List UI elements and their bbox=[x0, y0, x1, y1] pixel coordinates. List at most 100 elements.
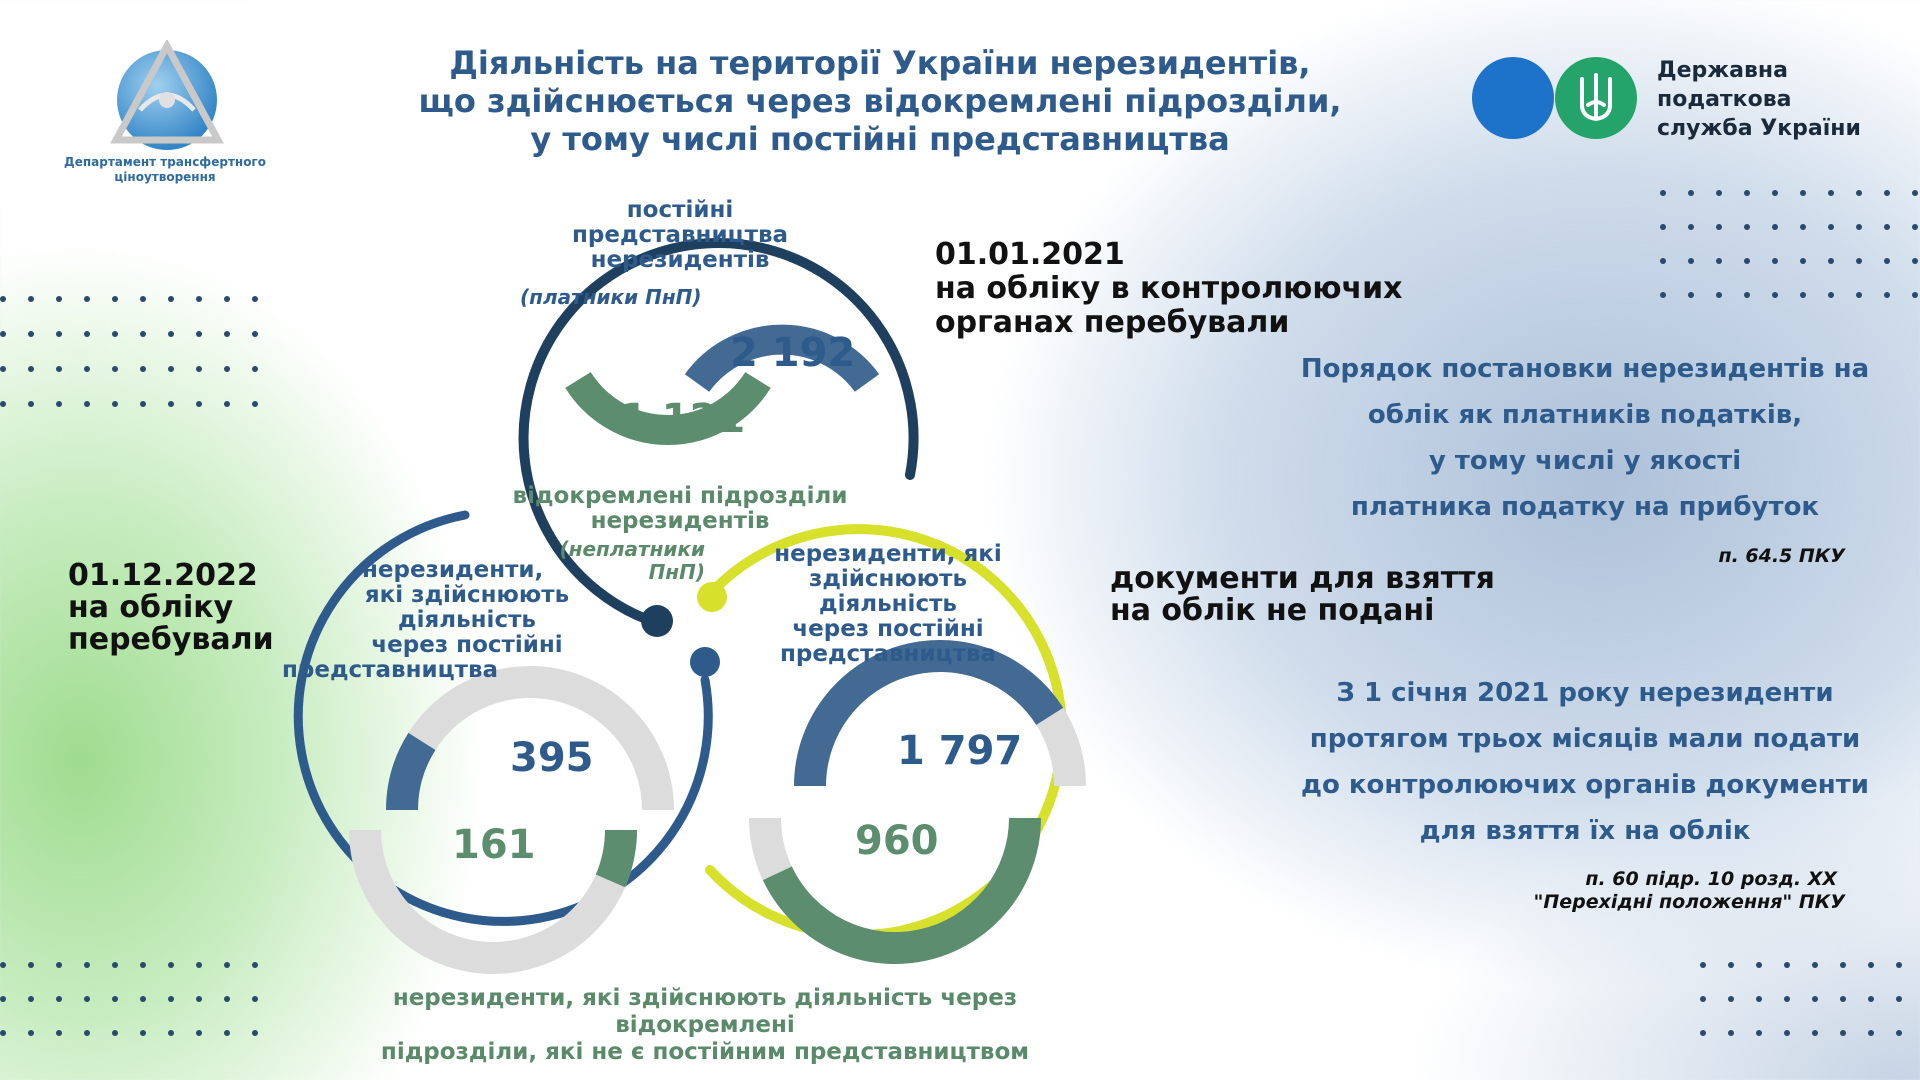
dot bbox=[1700, 962, 1706, 968]
dot bbox=[1884, 190, 1890, 196]
dot bbox=[1856, 224, 1862, 230]
dot bbox=[1896, 962, 1902, 968]
dot bbox=[1912, 292, 1918, 298]
dot bbox=[56, 331, 62, 337]
dot bbox=[1756, 1030, 1762, 1036]
dot bbox=[140, 401, 146, 407]
procedure-reference: п. 64.5 ПКУ bbox=[1718, 545, 1845, 567]
dot bbox=[140, 1030, 146, 1036]
dot bbox=[1800, 258, 1806, 264]
dot bbox=[1756, 996, 1762, 1002]
dot bbox=[1840, 996, 1846, 1002]
dot bbox=[1772, 224, 1778, 230]
trident-icon bbox=[1580, 73, 1612, 122]
dot bbox=[1728, 996, 1734, 1002]
dot bbox=[1884, 224, 1890, 230]
top-circle-end-dot bbox=[641, 605, 673, 637]
left-gauge-pp-fill bbox=[386, 732, 436, 811]
dot bbox=[196, 996, 202, 1002]
dot bbox=[0, 962, 6, 968]
top-circle-pp-italic: (платники ПнП) bbox=[520, 285, 702, 309]
dot bbox=[84, 996, 90, 1002]
dot-grid-right-top bbox=[1660, 190, 1918, 298]
dot bbox=[1896, 1030, 1902, 1036]
dot bbox=[140, 996, 146, 1002]
dot bbox=[1688, 292, 1694, 298]
dot bbox=[1828, 258, 1834, 264]
dot bbox=[252, 331, 258, 337]
dot bbox=[84, 296, 90, 302]
dot bbox=[28, 962, 34, 968]
date-2022-note: 01.12.2022 на обліку перебували bbox=[68, 558, 274, 657]
title-line-1: Діяльність на території України нерезиде… bbox=[449, 44, 1311, 82]
dot bbox=[1868, 962, 1874, 968]
title-line-3: у тому числі постійні представництва bbox=[530, 120, 1230, 158]
procedure-text: Порядок постановки нерезидентів на облік… bbox=[1300, 354, 1870, 522]
dot bbox=[1828, 224, 1834, 230]
right-circle-vp-value: 960 bbox=[855, 818, 939, 864]
dot bbox=[28, 401, 34, 407]
dot bbox=[112, 401, 118, 407]
department-name: Департамент трансфертного ціноутворення bbox=[64, 155, 266, 184]
dot bbox=[112, 296, 118, 302]
dps-name: Державна податкова служба України bbox=[1657, 58, 1861, 141]
top-gauge-blue bbox=[684, 324, 880, 393]
dot bbox=[224, 401, 230, 407]
right-gauge-pp-fill bbox=[794, 640, 1064, 787]
top-circle-vp-label: відокремлені підрозділи нерезидентів bbox=[512, 483, 848, 534]
dot bbox=[84, 401, 90, 407]
dot bbox=[84, 331, 90, 337]
dot bbox=[1688, 190, 1694, 196]
dot bbox=[1772, 258, 1778, 264]
top-circle-ring bbox=[518, 238, 919, 629]
dot bbox=[1744, 190, 1750, 196]
dot bbox=[1728, 1030, 1734, 1036]
dot bbox=[1716, 190, 1722, 196]
left-circle-pp-value: 395 bbox=[510, 735, 594, 781]
dot bbox=[1744, 258, 1750, 264]
dot bbox=[224, 366, 230, 372]
dot bbox=[196, 331, 202, 337]
dps-logo bbox=[1470, 55, 1650, 145]
dot bbox=[224, 962, 230, 968]
dot bbox=[1784, 962, 1790, 968]
dot bbox=[1800, 190, 1806, 196]
dot bbox=[1828, 190, 1834, 196]
dot bbox=[1812, 996, 1818, 1002]
dot bbox=[1716, 292, 1722, 298]
dot bbox=[56, 962, 62, 968]
dot bbox=[1772, 292, 1778, 298]
dot bbox=[1716, 258, 1722, 264]
top-circle-pp-value: 2 192 bbox=[730, 330, 856, 376]
dot bbox=[140, 331, 146, 337]
right-circle-end-dot bbox=[697, 582, 727, 612]
dot bbox=[28, 366, 34, 372]
dot bbox=[1728, 962, 1734, 968]
dot bbox=[252, 366, 258, 372]
dot bbox=[28, 331, 34, 337]
page-title: Діяльність на території України нерезиде… bbox=[400, 44, 1360, 158]
dot bbox=[1884, 258, 1890, 264]
dot bbox=[1772, 190, 1778, 196]
dot bbox=[1840, 962, 1846, 968]
dot bbox=[0, 1030, 6, 1036]
dot bbox=[224, 996, 230, 1002]
dot bbox=[112, 366, 118, 372]
dot-grid-left-top bbox=[0, 296, 258, 407]
dot bbox=[1688, 224, 1694, 230]
dot bbox=[1812, 1030, 1818, 1036]
top-circle-pp-label: постійні представництва нерезидентів bbox=[571, 197, 789, 273]
dot bbox=[1660, 292, 1666, 298]
dot bbox=[1700, 1030, 1706, 1036]
dot bbox=[1744, 292, 1750, 298]
dot bbox=[0, 366, 6, 372]
since-2021-text: З 1 січня 2021 року нерезиденти протягом… bbox=[1301, 678, 1869, 846]
dot bbox=[1756, 962, 1762, 968]
since-2021-reference: п. 60 підр. 10 розд. ХХ "Перехідні полож… bbox=[1533, 868, 1845, 913]
dot bbox=[112, 962, 118, 968]
dot bbox=[112, 996, 118, 1002]
dot bbox=[1896, 996, 1902, 1002]
dot bbox=[1912, 224, 1918, 230]
dot bbox=[252, 996, 258, 1002]
dot bbox=[140, 366, 146, 372]
